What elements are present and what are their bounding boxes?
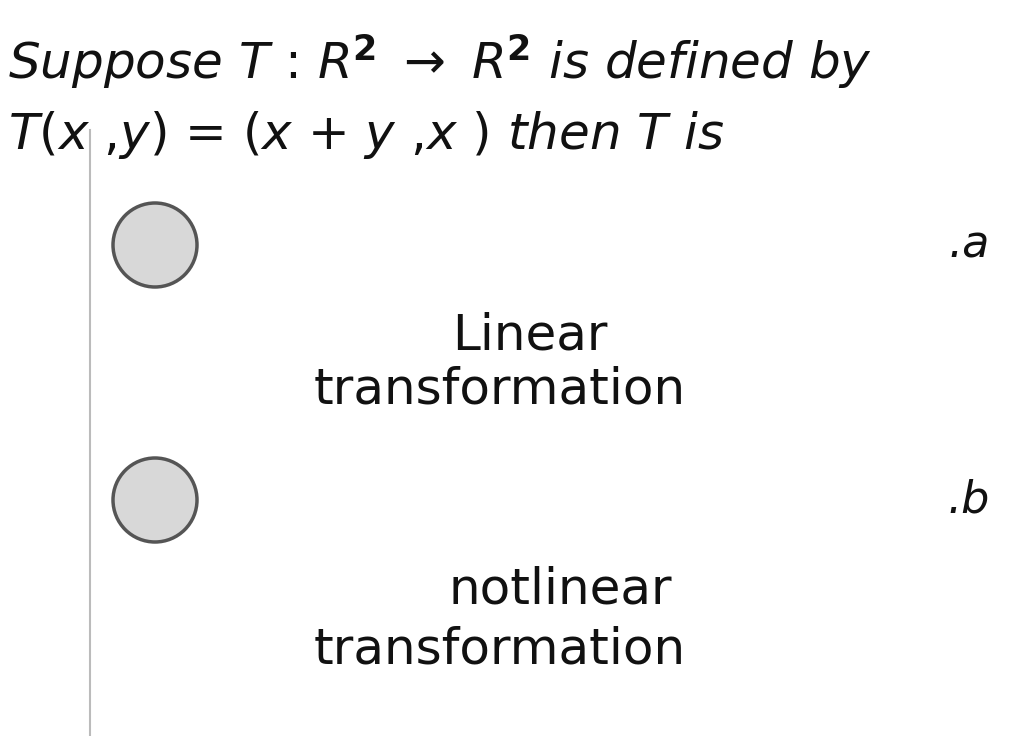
Text: .a: .a <box>949 224 990 266</box>
Text: $\mathbf{\mathit{T}}$($\mathbf{\mathit{x}}$ ,$\mathbf{\mathit{y}}$) = ($\mathbf{: $\mathbf{\mathit{T}}$($\mathbf{\mathit{x… <box>8 109 725 161</box>
Circle shape <box>113 458 197 542</box>
Text: Linear: Linear <box>453 311 608 359</box>
Text: .b: .b <box>948 478 990 522</box>
Text: $\mathbf{\mathit{Suppose}}$ $\mathbf{\mathit{T}}$ : $\mathbf{\mathit{R}}^{\mathb: $\mathbf{\mathit{Suppose}}$ $\mathbf{\ma… <box>8 32 872 91</box>
Text: transformation: transformation <box>314 626 686 674</box>
Circle shape <box>113 203 197 287</box>
Text: transformation: transformation <box>314 366 686 414</box>
Text: notlinear: notlinear <box>449 566 672 614</box>
